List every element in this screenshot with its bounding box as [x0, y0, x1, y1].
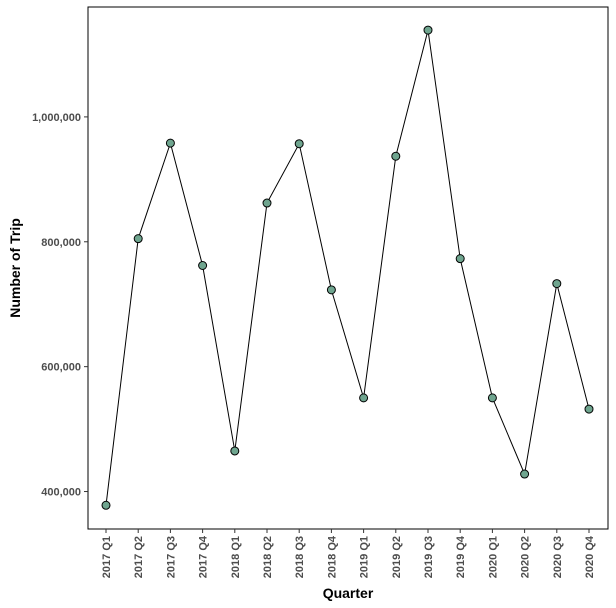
data-point — [391, 151, 401, 161]
x-tick-label: 2019 Q2 — [391, 536, 403, 578]
data-point — [359, 393, 369, 403]
x-tick-label: 2017 Q3 — [165, 536, 177, 578]
data-point — [423, 25, 433, 35]
series-line — [105, 29, 590, 506]
plot-panel-border — [87, 6, 609, 530]
data-point — [133, 234, 143, 244]
x-tick-label: 2020 Q2 — [520, 536, 532, 578]
y-tick-label: 800,000 — [41, 237, 81, 249]
x-tick-label: 2017 Q4 — [198, 535, 210, 578]
x-tick-label: 2017 Q1 — [101, 536, 113, 578]
x-axis: 2017 Q1 2017 Q2 2017 Q3 2017 Q4 2018 Q1 2018 … — [101, 529, 596, 578]
x-tick-label: 2020 Q3 — [552, 536, 564, 578]
data-point — [165, 138, 175, 148]
data-point — [455, 254, 465, 264]
y-tick-label: 400,000 — [41, 487, 81, 499]
y-axis-title: Number of Trip — [7, 218, 23, 318]
x-tick-label: 2017 Q2 — [133, 536, 145, 578]
x-tick-label: 2018 Q4 — [326, 535, 338, 578]
x-axis-title: Quarter — [323, 585, 374, 601]
x-tick-label: 2019 Q4 — [455, 535, 467, 578]
data-point — [552, 279, 562, 289]
x-tick-label: 2020 Q4 — [584, 535, 596, 578]
x-tick-label: 2019 Q3 — [423, 536, 435, 578]
data-point — [520, 469, 530, 479]
y-tick-label: 600,000 — [41, 362, 81, 374]
data-point — [584, 404, 594, 414]
x-tick-label: 2020 Q1 — [487, 536, 499, 578]
data-point — [326, 285, 336, 295]
x-tick-label: 2018 Q2 — [262, 536, 274, 578]
data-point — [230, 446, 240, 456]
data-point — [262, 198, 272, 208]
data-point — [198, 261, 208, 271]
y-tick-label: 1,000,000 — [32, 112, 81, 124]
series-points-group — [101, 25, 594, 510]
series-line-group — [105, 29, 590, 506]
x-tick-label: 2019 Q1 — [359, 536, 371, 578]
x-tick-label: 2018 Q3 — [294, 536, 306, 578]
data-point — [487, 393, 497, 403]
data-point — [294, 139, 304, 149]
x-tick-label: 2018 Q1 — [230, 536, 242, 578]
y-axis: 400,000 600,000 800,000 1,000,000 — [32, 112, 88, 499]
data-point — [101, 500, 111, 510]
